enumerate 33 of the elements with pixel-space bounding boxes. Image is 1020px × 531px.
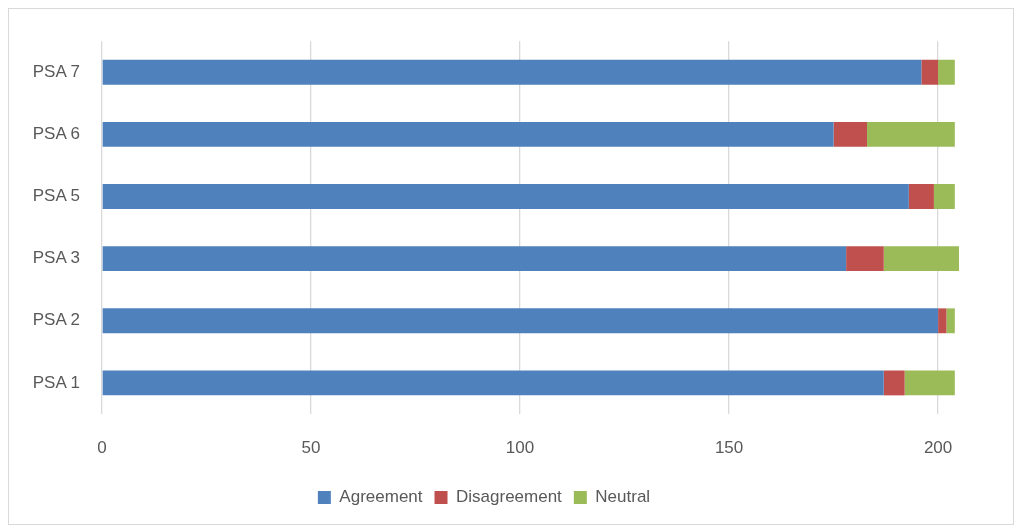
bar — [102, 246, 847, 272]
bar — [102, 308, 939, 334]
y-tick-label: PSA 5 — [32, 186, 80, 206]
x-tick-label: 100 — [505, 437, 535, 457]
y-tick-label: PSA 2 — [32, 310, 80, 330]
bar — [883, 370, 905, 396]
bar — [102, 184, 909, 209]
bar — [102, 59, 922, 85]
chart-frame: Agreement Disagreement Neutral 0 50 100 150 200 PSA 7 PSA 6 PSA 5 PSA 3 PSA 2 PSA 1 — [8, 8, 1014, 525]
y-tick-label: PSA 6 — [32, 124, 80, 144]
x-tick-label: 200 — [923, 437, 953, 457]
x-tick-label: 50 — [301, 437, 321, 457]
legend-label: Neutral — [595, 487, 651, 507]
y-tick-label: PSA 1 — [32, 372, 80, 392]
bar — [883, 246, 959, 272]
bar — [833, 121, 868, 147]
bar — [908, 184, 934, 209]
bar — [904, 370, 955, 396]
bar — [938, 59, 955, 85]
bar — [921, 59, 939, 85]
y-tick-label: PSA 3 — [32, 248, 80, 268]
x-tick-label: 0 — [97, 437, 107, 457]
bar — [938, 308, 947, 334]
bar — [946, 308, 955, 334]
bar — [846, 246, 884, 272]
y-tick-label: PSA 7 — [32, 61, 80, 81]
legend-label: Disagreement — [456, 487, 563, 507]
x-tick-label: 150 — [714, 437, 744, 457]
bar — [867, 121, 955, 147]
bar — [102, 370, 884, 396]
bar — [933, 184, 955, 209]
legend-label: Agreement — [339, 487, 423, 507]
bar — [102, 121, 834, 147]
